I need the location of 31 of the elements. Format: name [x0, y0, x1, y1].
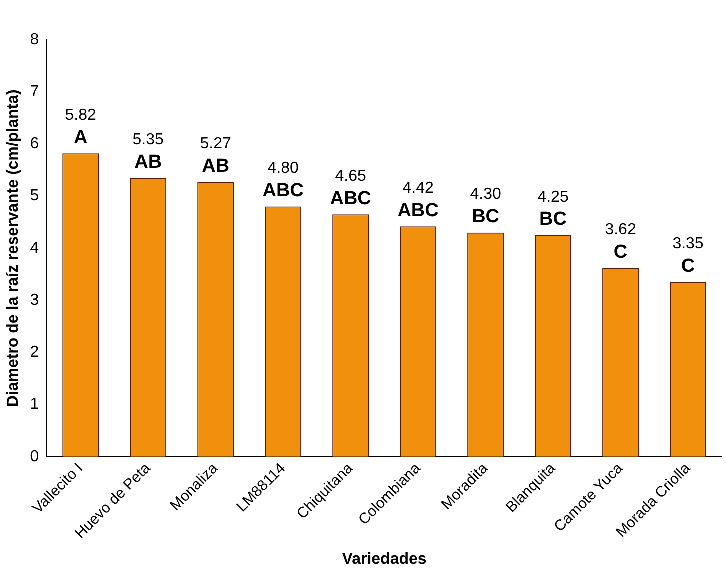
- annotation: C: [681, 256, 696, 278]
- y-tick-label: 6: [30, 136, 40, 153]
- y-tick-label: 7: [30, 84, 40, 101]
- data-label: 4.65: [335, 168, 366, 185]
- annotation: BC: [540, 209, 568, 230]
- y-tick-label: 3: [30, 292, 40, 309]
- data-label: 4.80: [268, 160, 299, 178]
- x-axis-title: Variedades: [342, 550, 427, 568]
- data-label: 5.82: [65, 107, 97, 124]
- y-tick-label: 0: [30, 448, 40, 466]
- data-label: 3.62: [605, 222, 636, 239]
- data-label: 4.25: [538, 188, 569, 206]
- annotation: ABC: [330, 188, 372, 210]
- annotation: BC: [472, 206, 500, 228]
- annotation: C: [614, 242, 628, 263]
- annotation: AB: [202, 156, 230, 177]
- annotation: A: [74, 127, 88, 148]
- y-tick-label: 5: [30, 188, 40, 205]
- y-tick-label: 2: [30, 344, 40, 362]
- data-label: 3.35: [672, 236, 704, 253]
- annotation: ABC: [398, 200, 440, 222]
- data-label: 4.30: [470, 186, 502, 204]
- y-tick-label: 8: [30, 31, 40, 48]
- data-label: 4.42: [402, 180, 434, 197]
- data-label: 5.35: [132, 132, 164, 149]
- data-label: 5.27: [200, 136, 232, 153]
- annotation: AB: [134, 152, 162, 173]
- y-tick-label: 4: [30, 240, 40, 257]
- y-tick-label: 1: [30, 396, 40, 414]
- annotation: ABC: [262, 180, 304, 202]
- y-axis-title: Diametro de la raíz reservante (cm/planta): [5, 90, 22, 408]
